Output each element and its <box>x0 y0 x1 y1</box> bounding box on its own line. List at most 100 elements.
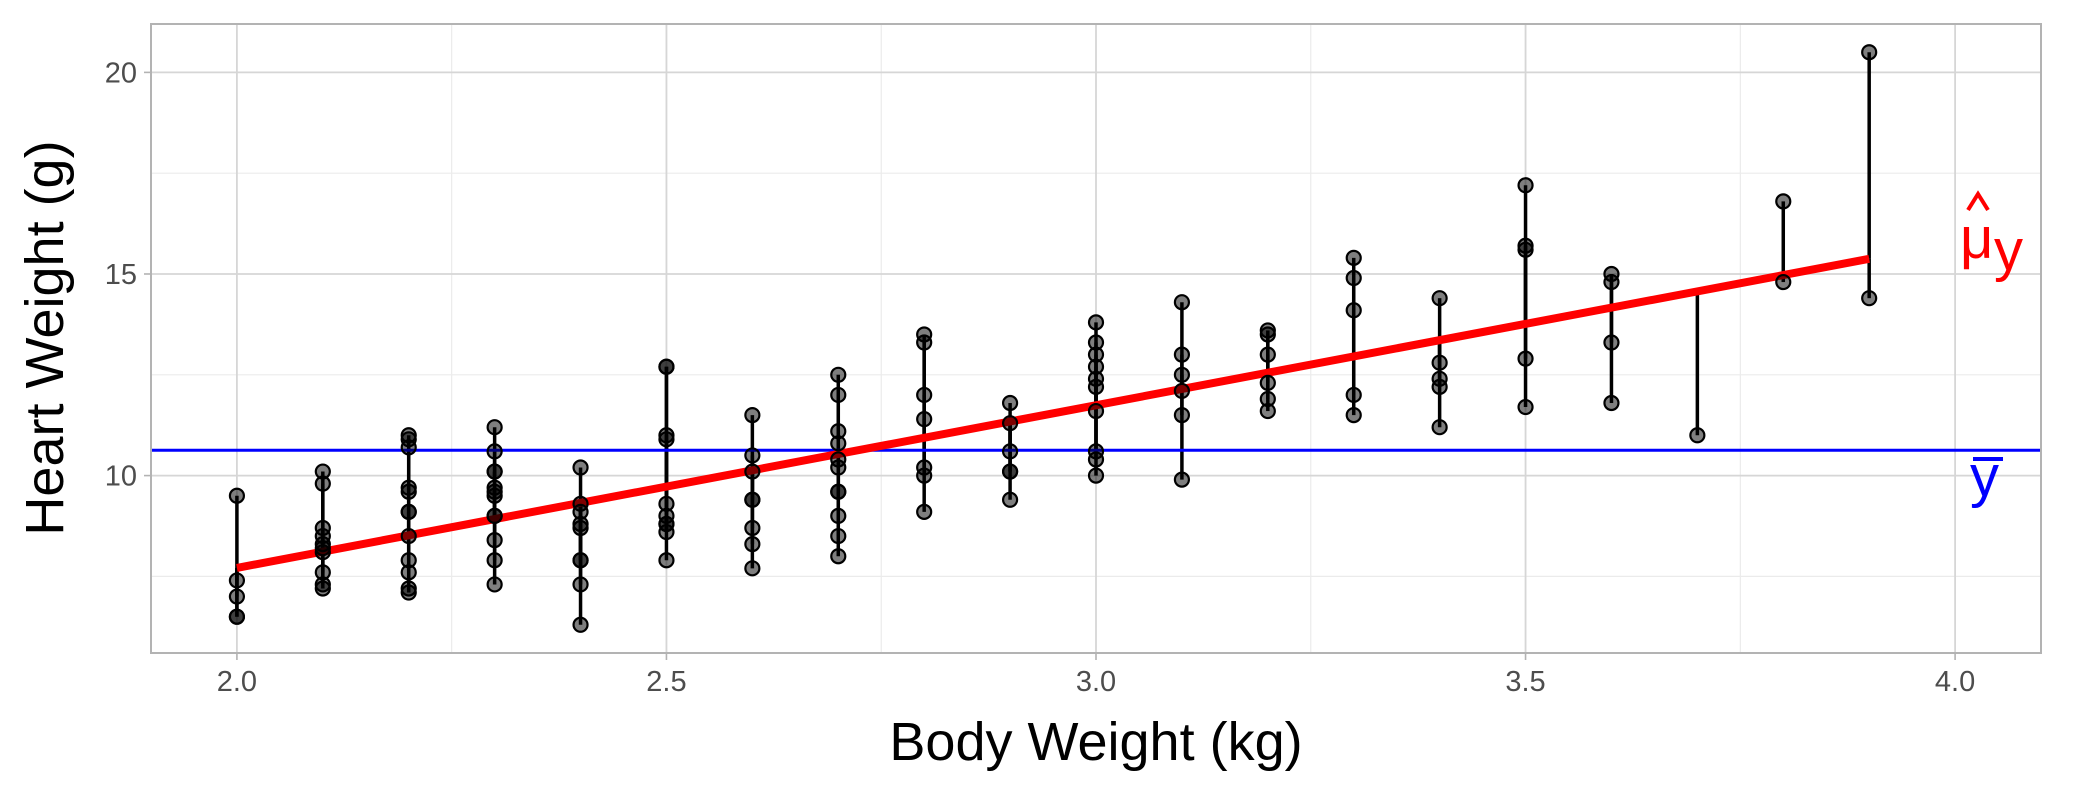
data-point <box>486 552 503 569</box>
data-point <box>228 608 246 625</box>
data-point <box>314 564 331 581</box>
data-point <box>830 483 847 500</box>
data-point <box>486 419 503 436</box>
data-point <box>1689 427 1706 444</box>
data-point <box>486 532 503 549</box>
data-point <box>830 451 847 468</box>
data-point <box>830 386 847 404</box>
data-point <box>400 427 417 444</box>
data-point <box>658 552 675 569</box>
data-point <box>916 326 933 343</box>
data-point <box>1345 269 1362 287</box>
y-tick-label: 20 <box>105 57 137 89</box>
data-point <box>1431 290 1448 307</box>
x-tick-label: 2.5 <box>646 666 686 698</box>
data-point <box>916 459 933 476</box>
fit-label-symbol: μ <box>1960 206 1993 271</box>
data-point <box>744 560 761 577</box>
data-point <box>1173 407 1191 424</box>
data-point <box>744 519 761 537</box>
data-point <box>228 487 246 504</box>
data-point <box>1087 402 1105 420</box>
data-point <box>1431 370 1448 387</box>
data-point <box>486 443 503 460</box>
y-tick-label: 15 <box>105 259 137 291</box>
mean-label-symbol: y <box>1970 444 1999 509</box>
mean-line-label: y <box>1970 444 2003 509</box>
x-axis-ticks: 2.0 2.5 3.0 3.5 4.0 <box>217 653 1975 698</box>
data-point <box>916 411 933 428</box>
data-point <box>1087 314 1105 331</box>
y-tick-label: 10 <box>105 461 137 493</box>
data-point <box>1173 382 1191 400</box>
data-point <box>572 552 589 569</box>
x-tick-label: 3.0 <box>1076 666 1116 698</box>
fit-line <box>236 254 1870 572</box>
data-point <box>1001 463 1019 480</box>
x-tick-label: 4.0 <box>1935 666 1975 698</box>
data-point <box>1345 249 1362 266</box>
data-point <box>1001 491 1019 508</box>
data-point <box>572 616 589 633</box>
data-point <box>1259 374 1276 391</box>
data-point <box>486 479 503 496</box>
data-point <box>1775 193 1792 210</box>
x-axis-title: Body Weight (kg) <box>889 712 1302 772</box>
data-point <box>400 552 417 569</box>
data-point <box>744 407 761 424</box>
data-point <box>830 366 847 383</box>
data-point <box>744 536 761 553</box>
data-point <box>572 459 589 476</box>
data-point <box>228 588 246 605</box>
data-point <box>658 495 675 512</box>
x-tick-label: 2.0 <box>217 666 257 698</box>
data-point <box>1603 394 1620 412</box>
data-point <box>1431 354 1448 371</box>
data-point <box>1001 443 1019 460</box>
data-points <box>228 44 1878 633</box>
data-point <box>744 491 761 508</box>
data-point <box>1001 415 1019 432</box>
x-tick-label: 3.5 <box>1505 666 1545 698</box>
data-point <box>1517 350 1534 367</box>
data-point <box>1517 237 1534 254</box>
data-point <box>314 519 331 537</box>
data-point <box>1259 322 1276 339</box>
data-point <box>1173 294 1191 311</box>
data-point <box>658 427 675 444</box>
data-point <box>486 507 503 525</box>
data-point <box>1259 390 1276 408</box>
data-point <box>744 447 761 464</box>
data-point <box>1345 302 1362 319</box>
data-point <box>1431 419 1448 436</box>
y-axis-title: Heart Weight (g) <box>15 140 75 535</box>
data-point <box>400 479 417 496</box>
data-point <box>1603 334 1620 351</box>
data-point <box>400 503 417 520</box>
data-point <box>830 423 847 440</box>
data-point <box>486 576 503 593</box>
data-point <box>830 548 847 565</box>
data-point <box>744 463 761 480</box>
data-point <box>572 576 589 593</box>
data-point <box>1087 334 1105 351</box>
hat-mark <box>1966 190 1990 212</box>
data-point <box>1517 398 1534 416</box>
data-point <box>830 507 847 525</box>
data-point <box>1001 394 1019 412</box>
data-point <box>1173 366 1191 383</box>
data-point <box>658 358 675 375</box>
data-point <box>400 527 417 545</box>
data-point <box>228 572 246 589</box>
data-point <box>1861 44 1878 61</box>
data-point <box>1517 177 1534 194</box>
data-point <box>1603 265 1620 283</box>
data-point <box>1345 386 1362 404</box>
fit-label-subscript: y <box>1994 218 2023 283</box>
data-point <box>1345 407 1362 424</box>
data-point <box>916 503 933 520</box>
data-point <box>400 580 417 597</box>
data-point <box>314 463 331 480</box>
fit-line-label: μ y <box>1960 190 2023 283</box>
data-point <box>1861 290 1878 307</box>
